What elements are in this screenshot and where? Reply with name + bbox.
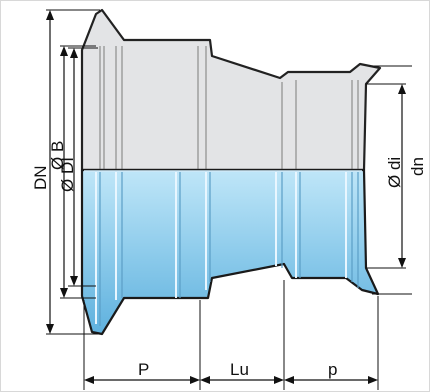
coupling-upper-half bbox=[80, 8, 382, 172]
arrow-head bbox=[368, 376, 378, 384]
b-label: Ø B bbox=[48, 141, 67, 170]
dn-label: DN bbox=[31, 165, 50, 190]
arrow-head bbox=[274, 376, 284, 384]
bottom-dimensions: P Lu p bbox=[83, 280, 379, 390]
di-label: Ø DI bbox=[58, 157, 77, 192]
p-right-label: p bbox=[328, 360, 337, 379]
arrow-head bbox=[46, 10, 54, 20]
arrow-head bbox=[70, 276, 78, 286]
left-dimensions: DN Ø B Ø DI bbox=[31, 9, 100, 335]
arrow-head bbox=[200, 376, 210, 384]
water-filled-section bbox=[80, 168, 380, 336]
small-di-label: Ø di bbox=[385, 157, 404, 188]
arrow-head bbox=[284, 376, 294, 384]
arrow-head bbox=[398, 84, 406, 94]
arrow-head bbox=[46, 324, 54, 334]
arrow-head bbox=[84, 376, 94, 384]
arrow-head bbox=[70, 48, 78, 58]
left-socket-upper bbox=[80, 8, 382, 172]
p-left-label: P bbox=[138, 360, 149, 379]
lu-label: Lu bbox=[230, 360, 249, 379]
arrow-head bbox=[60, 288, 68, 298]
coupling-lower-half bbox=[80, 168, 380, 336]
arrow-head bbox=[398, 258, 406, 268]
small-dn-label: dn bbox=[408, 157, 427, 176]
right-dimensions: Ø di dn bbox=[366, 65, 427, 295]
arrow-head bbox=[60, 46, 68, 56]
arrow-head bbox=[190, 376, 200, 384]
